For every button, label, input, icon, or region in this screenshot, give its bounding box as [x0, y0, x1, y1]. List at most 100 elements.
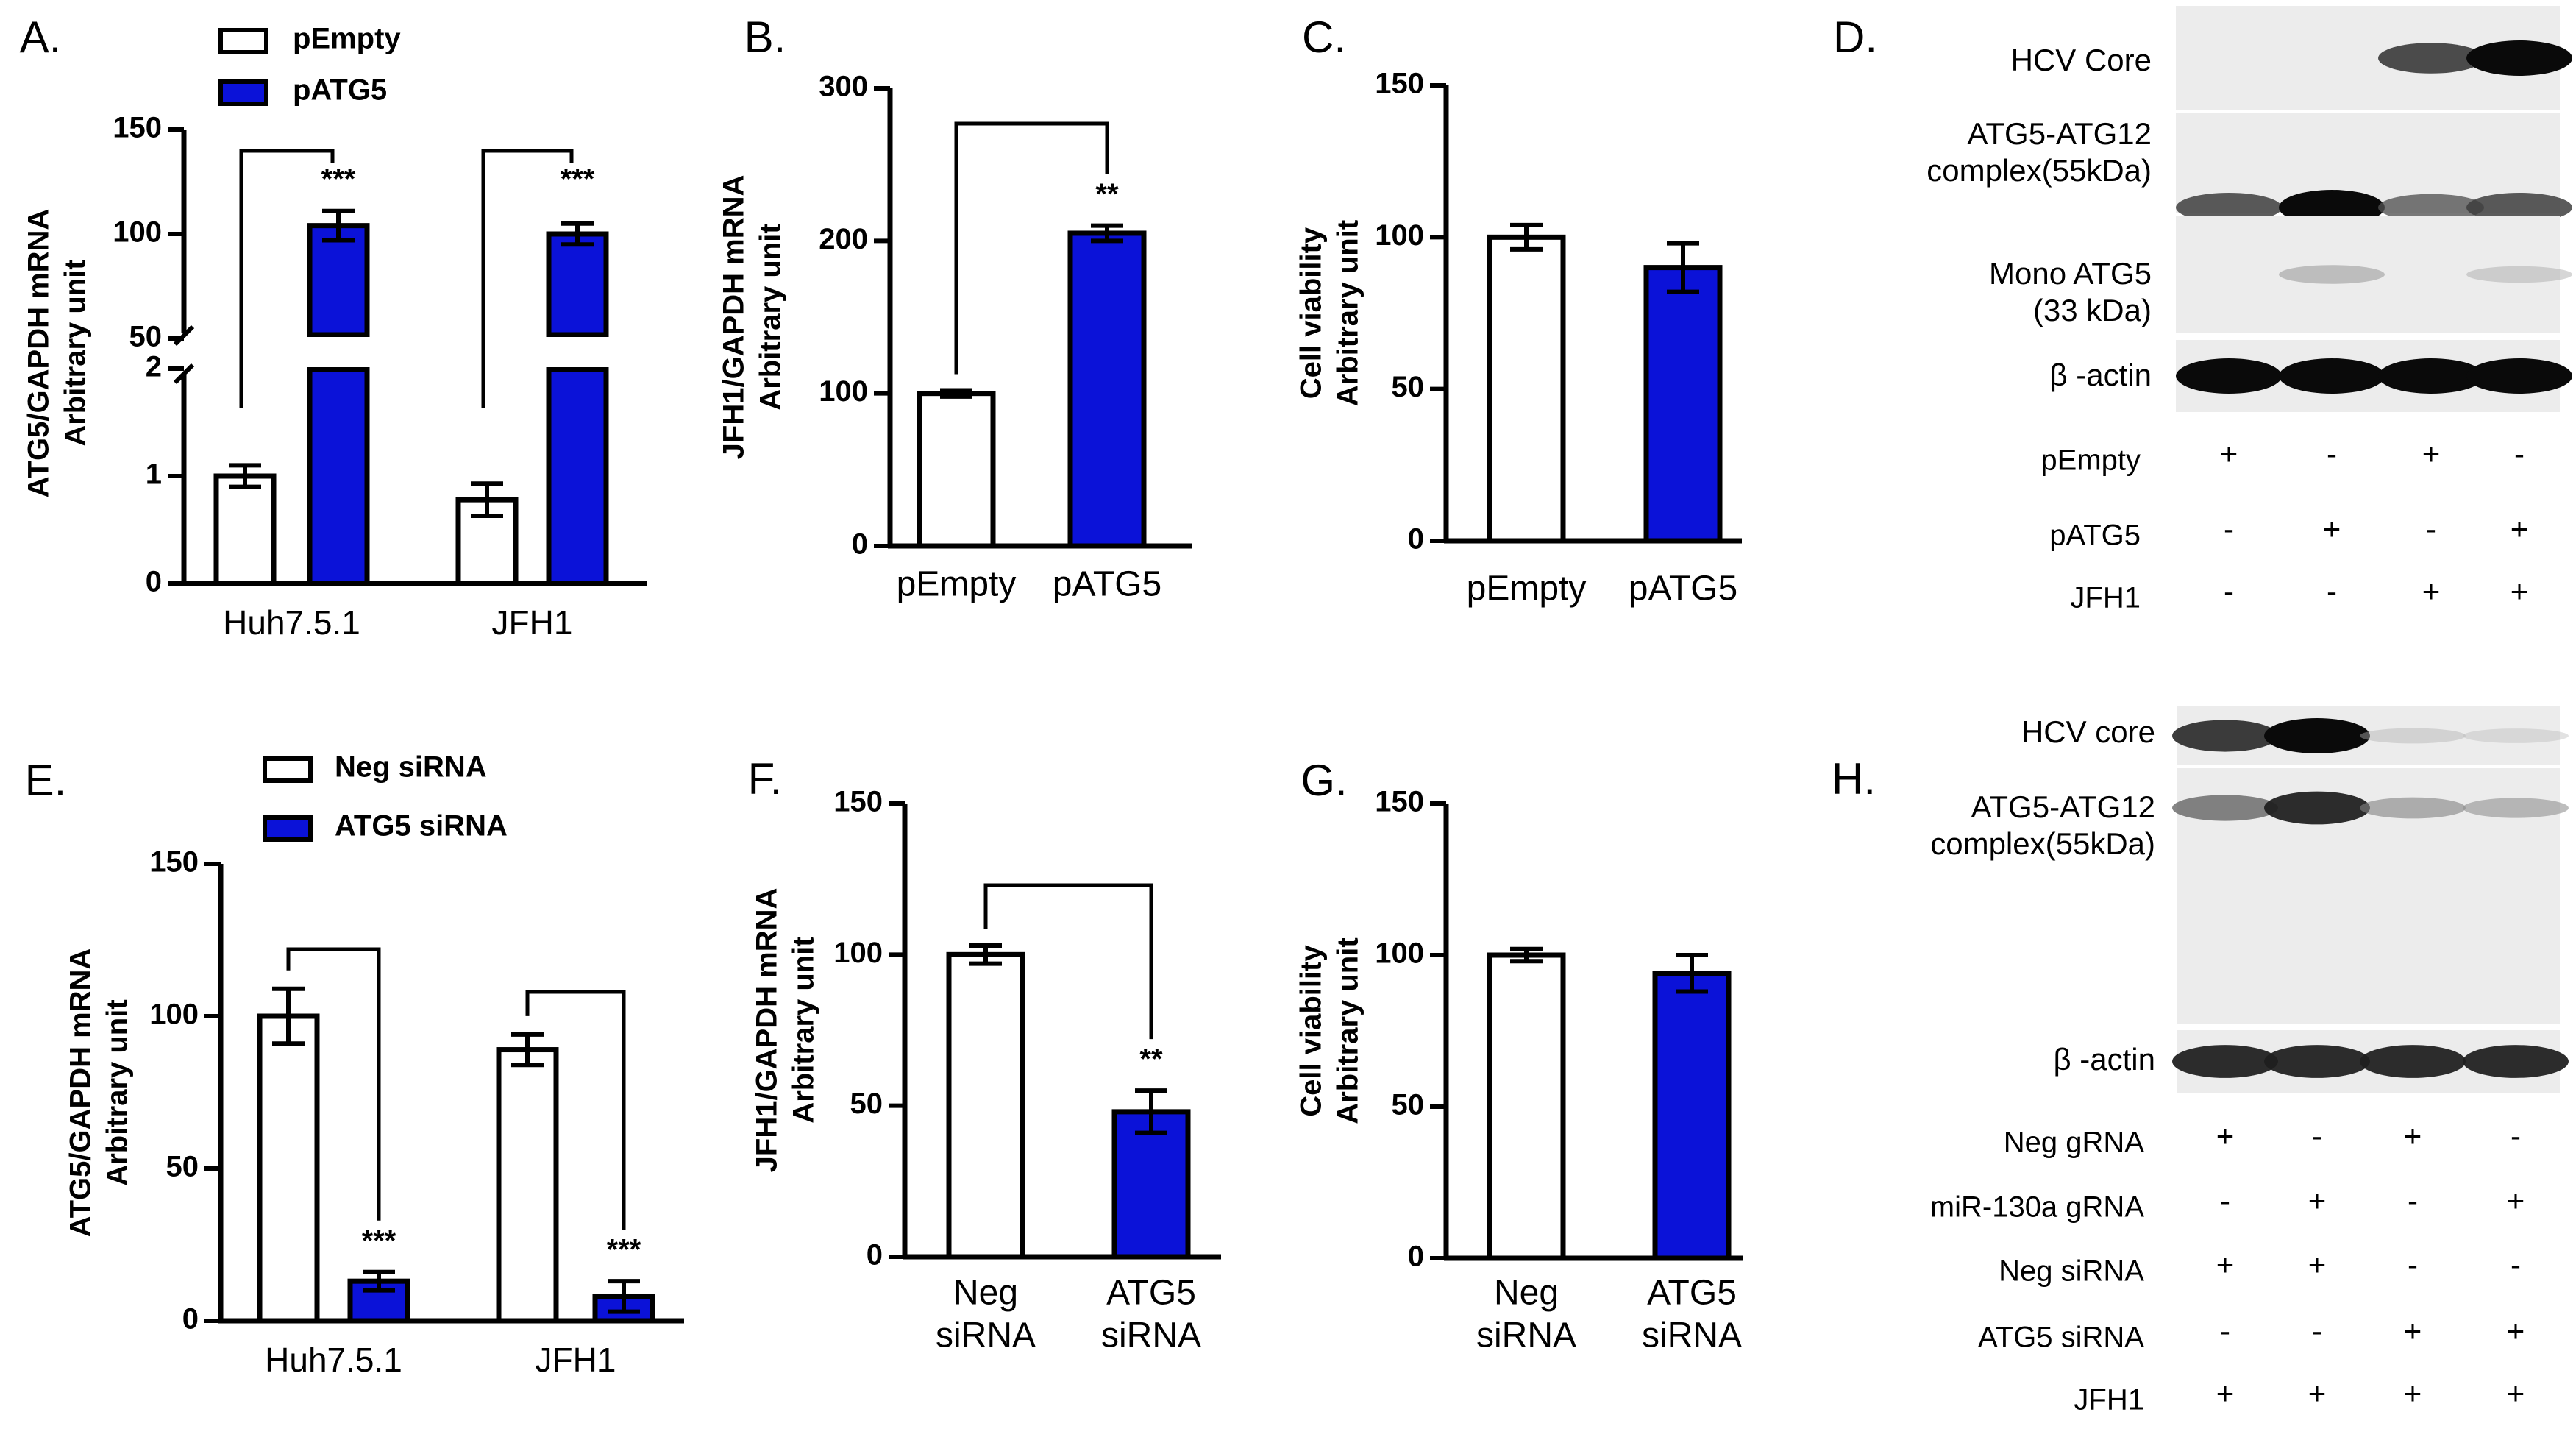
- significance-stars: ***: [362, 1224, 396, 1257]
- panel-c-chart: C. 0 50 100 150 pEmpty pATG5: [1302, 13, 1742, 609]
- x-tick-label: siRNA: [1642, 1316, 1742, 1355]
- blot-band: [2463, 798, 2569, 818]
- condition-sign: -: [2220, 1313, 2230, 1348]
- blot-band: [2279, 265, 2385, 284]
- axis-break-gap: [544, 337, 611, 367]
- error-bar: [1135, 1088, 1167, 1135]
- condition-sign: -: [2408, 1183, 2418, 1218]
- bar-patg5-upper: [546, 231, 609, 338]
- bar-neg-sirna: [496, 1047, 559, 1324]
- bar-control: [1487, 952, 1566, 1261]
- x-tick-label: pEmpty: [1467, 570, 1587, 609]
- y-axis-title: Cell viability Arbitrary unit: [1295, 220, 1365, 406]
- significance-stars: **: [1095, 178, 1119, 210]
- y-tick-label: 0: [852, 528, 868, 561]
- x-tick-label: ATG5: [1106, 1274, 1196, 1313]
- y-axis: 0 50 100 150: [1375, 786, 1449, 1273]
- y-tick-label: 150: [149, 846, 199, 879]
- panel-a-chart: A. 0 1 250 100 150 *** Huh7.5.1 *** JFH1 pEmpty pAT…: [20, 13, 647, 642]
- error-bar: [969, 943, 1002, 966]
- bar-treated: [1652, 971, 1732, 1261]
- y-tick-label: 150: [833, 786, 883, 818]
- error-bar: [1667, 241, 1699, 294]
- blot-band: [2360, 1045, 2466, 1078]
- condition-label: miR-130a gRNA: [1930, 1191, 2145, 1224]
- significance-bracket: [239, 149, 335, 408]
- y-tick-label: 2: [146, 351, 162, 383]
- panel-label: E.: [25, 756, 67, 805]
- bar-treated: [1067, 230, 1147, 549]
- y-axis-title-line: Arbitrary unit: [1332, 937, 1365, 1124]
- blot-band: [2172, 720, 2278, 752]
- blot-band-label: HCV core: [2021, 714, 2155, 749]
- y-tick-label: 100: [1375, 219, 1424, 252]
- condition-sign: -: [2224, 511, 2234, 546]
- blot-band: [2378, 194, 2484, 221]
- y-axis-title-line: Arbitrary unit: [788, 937, 820, 1123]
- condition-sign: -: [2511, 1118, 2521, 1153]
- blot-band: [2172, 795, 2278, 821]
- significance-stars: ***: [321, 163, 356, 196]
- y-tick-label: 100: [833, 937, 883, 969]
- x-tick-label: Huh7.5.1: [265, 1341, 402, 1379]
- condition-sign: -: [2312, 1313, 2322, 1348]
- significance-bracket: [481, 149, 574, 408]
- y-tick-label: 150: [1375, 786, 1424, 818]
- bar-patg5-lower: [546, 366, 609, 586]
- condition-sign: +: [2220, 436, 2238, 471]
- error-bar: [940, 388, 972, 399]
- significance-bracket: [286, 947, 381, 1221]
- y-tick-label: 0: [182, 1303, 199, 1336]
- legend-label: Neg siRNA: [335, 751, 487, 784]
- condition-sign: +: [2404, 1376, 2422, 1411]
- blot-band-label: ATG5-ATG12: [1967, 116, 2152, 151]
- x-tick-label: pATG5: [1053, 565, 1162, 604]
- y-tick-label: 150: [1375, 68, 1424, 100]
- condition-sign: +: [2404, 1313, 2422, 1348]
- condition-sign: -: [2312, 1118, 2322, 1153]
- blot-band: [2176, 193, 2282, 222]
- y-axis: 0 50 100 150: [833, 786, 908, 1271]
- y-axis-title: Cell viability Arbitrary unit: [1295, 937, 1365, 1124]
- blot-band: [2264, 791, 2370, 825]
- condition-sign: +: [2511, 511, 2529, 546]
- y-tick-label: 50: [850, 1088, 883, 1120]
- legend-label: ATG5 siRNA: [335, 810, 508, 843]
- condition-sign: +: [2216, 1118, 2235, 1153]
- x-tick-label: JFH1: [536, 1341, 616, 1379]
- blot-band-label: ATG5-ATG12: [1971, 790, 2155, 824]
- y-tick-label: 100: [113, 216, 162, 249]
- x-tick-label: pEmpty: [897, 565, 1017, 604]
- blot-band-label: HCV Core: [2011, 43, 2152, 77]
- legend-swatch: [218, 28, 268, 54]
- condition-label: ATG5 siRNA: [1978, 1322, 2144, 1354]
- error-bar: [1676, 953, 1708, 994]
- blot-band: [2378, 358, 2484, 394]
- x-tick-label: pATG5: [1629, 570, 1738, 609]
- condition-sign: +: [2507, 1183, 2525, 1218]
- y-axis: 0 50 100 150: [149, 846, 224, 1336]
- condition-sign: +: [2308, 1183, 2327, 1218]
- condition-sign: +: [2507, 1376, 2525, 1411]
- y-tick-label: 50: [166, 1151, 199, 1183]
- x-tick-label: siRNA: [936, 1316, 1036, 1355]
- panel-b-chart: B. 0 100 200 300 pEmpty pATG5 **: [744, 13, 1192, 604]
- condition-sign: +: [2507, 1313, 2525, 1348]
- error-bar: [511, 1032, 544, 1068]
- panel-label: H.: [1832, 754, 1876, 804]
- condition-sign: +: [2511, 574, 2529, 609]
- bar-treated: [1643, 265, 1723, 544]
- condition-sign: -: [2511, 1247, 2521, 1282]
- legend-swatch: [263, 815, 313, 842]
- y-tick-label: 0: [1408, 523, 1424, 556]
- significance-bracket: [525, 990, 626, 1230]
- y-tick-label: 50: [1392, 371, 1425, 403]
- condition-label: Neg gRNA: [2004, 1127, 2145, 1159]
- panel-label: D.: [1833, 13, 1877, 62]
- condition-sign: +: [2422, 436, 2441, 471]
- error-bar: [363, 1269, 395, 1293]
- significance-stars: ***: [607, 1234, 641, 1266]
- panel-e-chart: E. 0 50 100 150 *** Huh7.5.1 *** JFH1 Neg siRNA AT…: [25, 751, 684, 1379]
- error-bar: [1510, 946, 1543, 964]
